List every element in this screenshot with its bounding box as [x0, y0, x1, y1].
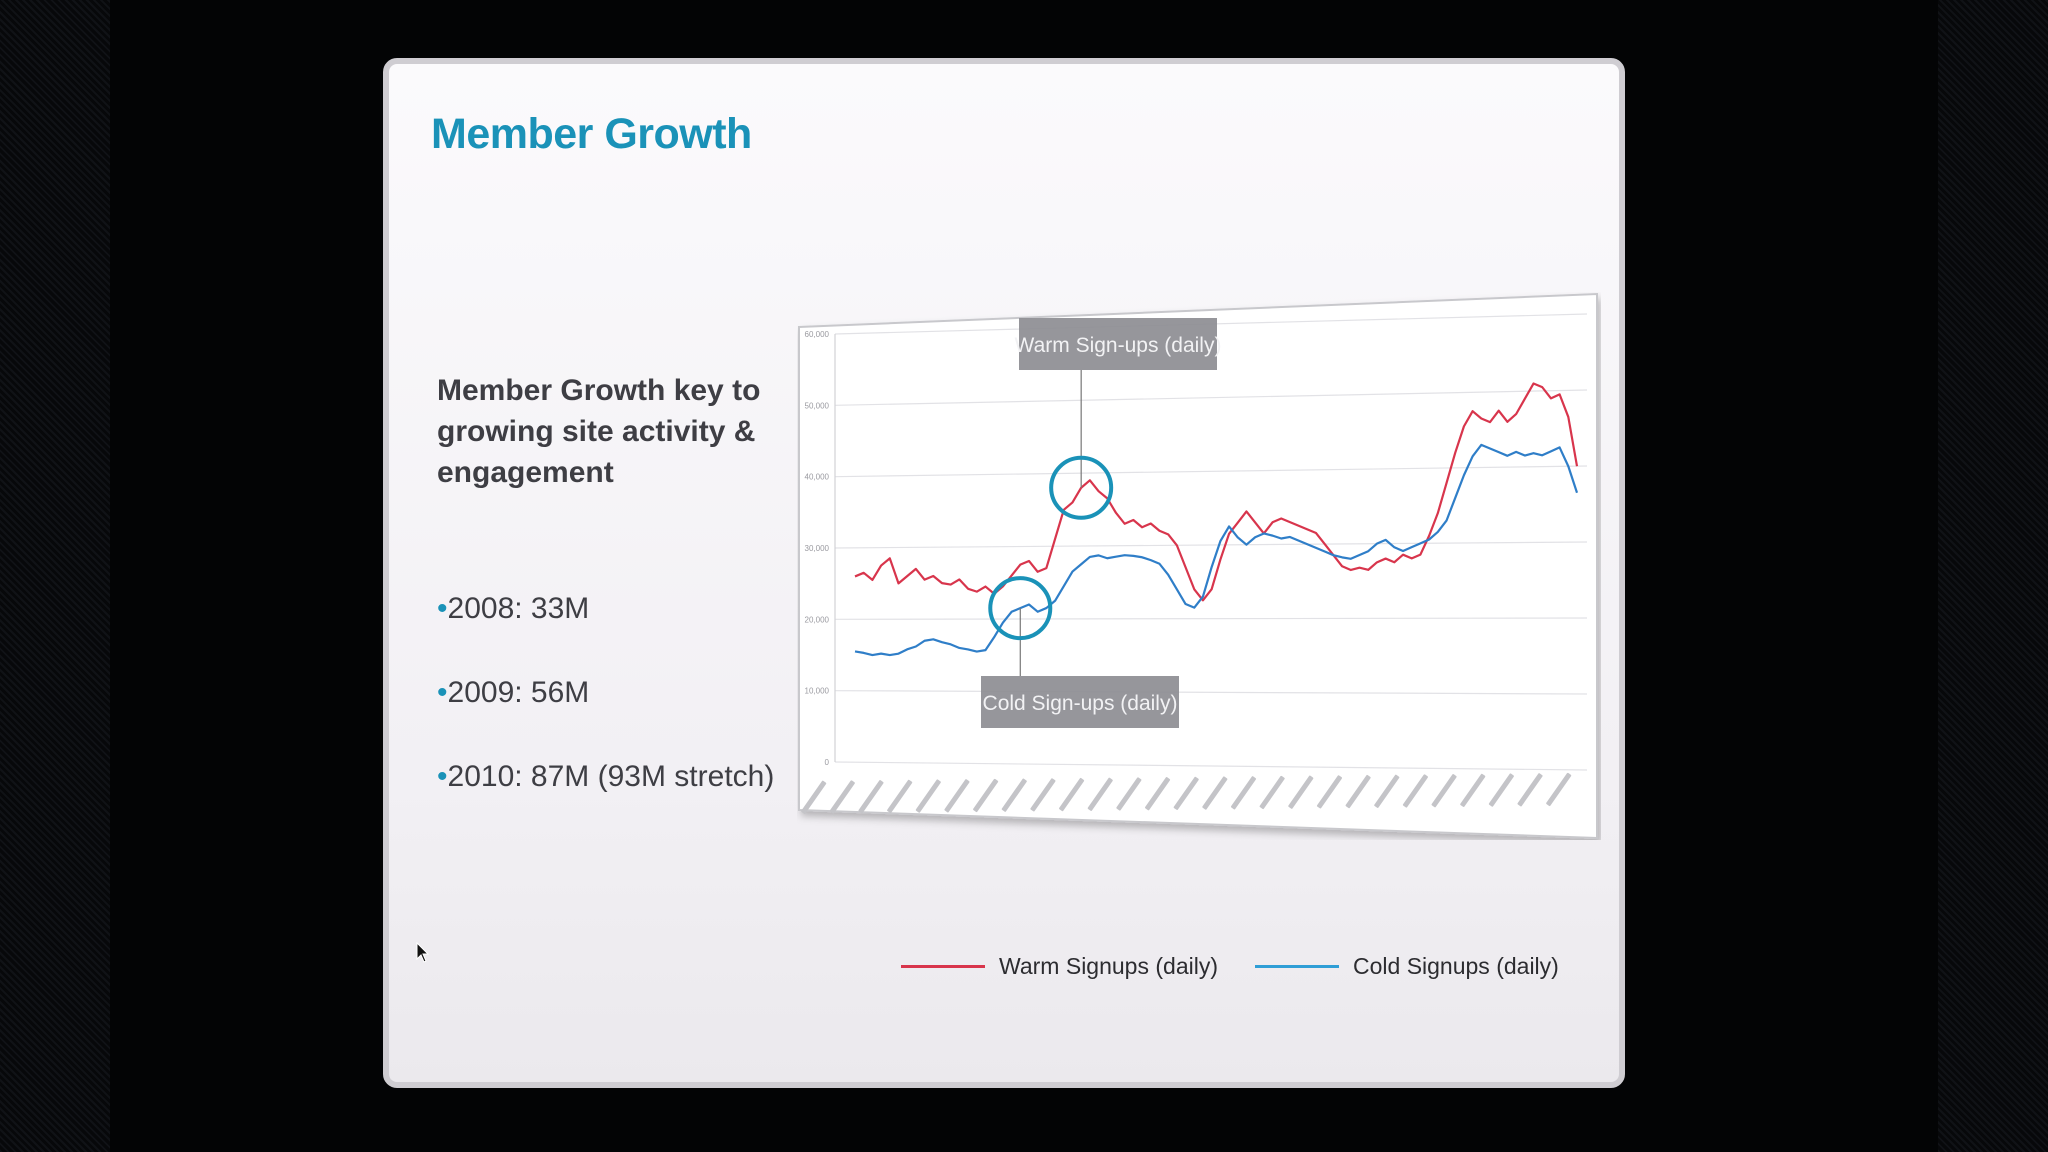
x-tick-label: [1116, 777, 1142, 811]
highlight-circle: [1049, 455, 1114, 520]
x-tick-label: [887, 779, 913, 813]
x-tick-label: [1202, 776, 1228, 810]
x-tick-label: [1517, 773, 1543, 807]
x-tick-label: [1288, 775, 1314, 809]
chart-gridline: [834, 690, 1588, 695]
callout-cold: Cold Sign-ups (daily): [981, 576, 1179, 728]
mouse-pointer-icon: [416, 942, 430, 963]
callout-box: [1019, 318, 1217, 370]
bullet-2010-text: 2010: 87M (93M stretch): [447, 760, 775, 793]
highlight-circle: [988, 576, 1053, 641]
chart-gridline: [834, 389, 1588, 406]
x-tick-label: [915, 779, 941, 813]
legend-item-warm: Warm Signups (daily): [901, 946, 1218, 986]
y-tick-label: 20,000: [805, 615, 830, 624]
x-tick-label: [1144, 777, 1171, 811]
x-tick-label: [1087, 777, 1113, 811]
x-tick-label: [1230, 776, 1257, 810]
bullet-dot: •: [437, 760, 448, 793]
x-tick-label: [1374, 774, 1400, 808]
x-tick-label: [1345, 774, 1371, 809]
bullet-2009-text: 2009: 56M: [447, 676, 590, 709]
chart-gridline: [834, 465, 1588, 478]
legend-label-warm: Warm Signups (daily): [999, 952, 1218, 979]
bullet-dot: •: [437, 592, 448, 625]
series-line-cold: [854, 443, 1579, 657]
x-tick-label: [1488, 773, 1514, 807]
y-tick-label: 50,000: [805, 401, 830, 410]
callout-box: [981, 676, 1179, 728]
screen-border-left: [0, 0, 110, 1152]
x-tick-label: [1173, 776, 1199, 810]
series-line-warm: [854, 382, 1579, 602]
bullet-2009: •2009: 56M: [437, 676, 589, 710]
bullet-2010: •2010: 87M (93M stretch): [437, 760, 774, 794]
y-tick-label: 0: [825, 758, 830, 767]
y-tick-label: 10,000: [805, 687, 830, 696]
x-tick-label: [829, 780, 855, 814]
callout-warm: Warm Sign-ups (daily): [1015, 318, 1222, 520]
callout-label: Cold Sign-ups (daily): [983, 692, 1178, 715]
x-tick-label: [1460, 773, 1486, 807]
callout-label: Warm Sign-ups (daily): [1015, 334, 1222, 357]
x-tick-label: [801, 780, 827, 814]
bullet-2008: •2008: 33M: [437, 592, 589, 626]
x-tick-label: [1001, 778, 1027, 812]
y-tick-label: 60,000: [805, 330, 830, 339]
legend-swatch-cold: [1255, 964, 1339, 968]
legend-swatch-warm: [901, 964, 985, 968]
chart-gridline: [834, 617, 1588, 620]
x-tick-label: [1316, 775, 1343, 809]
chart-frame: [798, 292, 1598, 840]
x-tick-label: [1402, 774, 1428, 808]
bullet-dot: •: [437, 676, 448, 709]
y-tick-label: 30,000: [805, 544, 830, 553]
bullet-2008-text: 2008: 33M: [447, 592, 590, 625]
x-tick-label: [973, 778, 999, 813]
presentation-slide: Member Growth Member Growth key to growi…: [383, 58, 1625, 1088]
x-tick-label: [1030, 778, 1056, 812]
slide-title: Member Growth: [431, 110, 752, 158]
y-tick-label: 40,000: [805, 473, 830, 482]
x-tick-label: [1546, 772, 1572, 807]
x-tick-label: [944, 779, 970, 813]
x-tick-label: [1259, 775, 1285, 810]
x-tick-label: [858, 780, 884, 814]
signups-line-chart: 0 10,000 20,000 30,000 40,000 50,000 60,000 Wa…: [798, 292, 1598, 840]
chart-gridline: [834, 761, 1588, 771]
slide-lead-text: Member Growth key to growing site activi…: [437, 374, 761, 489]
screen-border-right: [1938, 0, 2048, 1152]
legend-item-cold: Cold Signups (daily): [1255, 946, 1559, 986]
legend-label-cold: Cold Signups (daily): [1353, 952, 1559, 979]
x-tick-label: [1431, 774, 1457, 808]
chart-gridline: [834, 541, 1588, 549]
x-tick-label: [1059, 777, 1085, 812]
